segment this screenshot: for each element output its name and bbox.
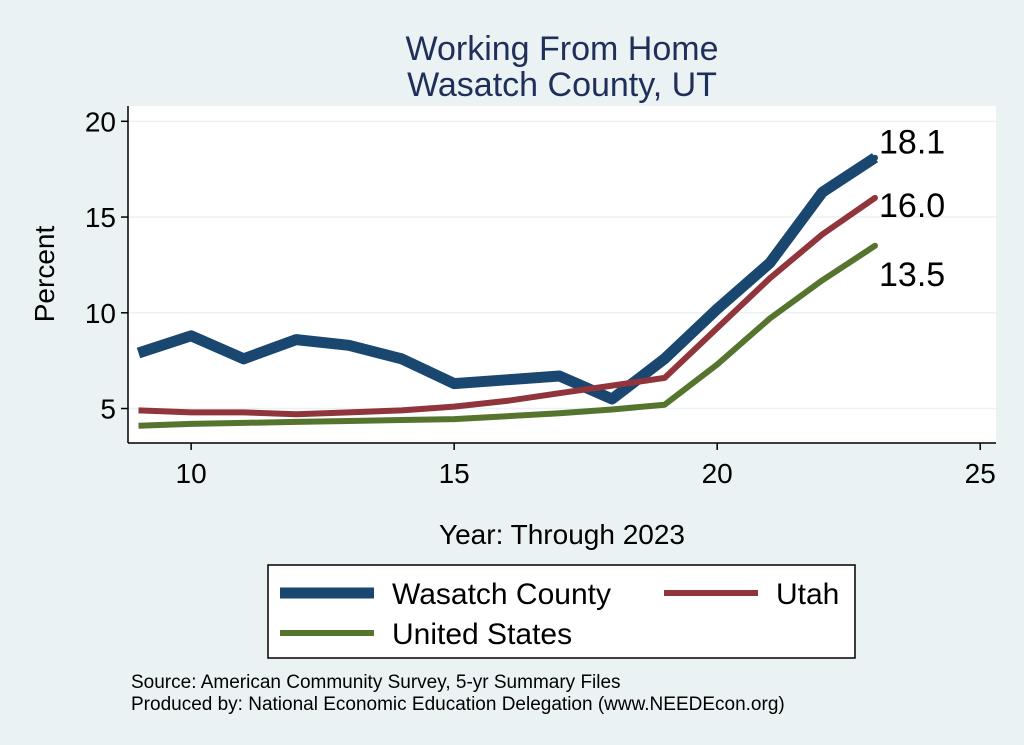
series-line-wasatch-county [136,153,879,405]
x-tick-label-10: 10 [176,458,207,489]
end-label-utah: 16.0 [879,187,945,225]
axes: 5 10 15 20 10 15 20 25 [85,106,996,489]
legend-label-utah: Utah [776,578,839,611]
x-axis-label: Year: Through 2023 [439,519,685,550]
y-tick-label-15: 15 [85,202,116,233]
x-tick-label-25: 25 [965,458,996,489]
series-line-united-states [138,243,877,429]
chart-title: Working From Home [406,30,719,68]
x-tick-label-15: 15 [439,458,470,489]
series-line-utah [138,195,877,418]
series-end-point-utah [872,194,879,201]
series-lines [136,153,879,429]
end-labels: 18.1 16.0 13.5 [879,124,945,294]
legend: Wasatch County Utah United States [267,564,856,659]
producer-note: Produced by: National Economic Education… [131,694,785,715]
x-tick-label-20: 20 [702,458,733,489]
end-label-united-states: 13.5 [879,256,945,294]
source-note: Source: American Community Survey, 5-yr … [131,672,621,693]
legend-label-wasatch-county: Wasatch County [392,578,611,611]
y-tick-label-10: 10 [85,298,116,329]
legend-box [267,564,856,659]
legend-label-united-states: United States [392,618,572,651]
chart-subtitle: Wasatch County, UT [407,66,717,104]
plot-area [128,106,996,443]
end-label-wasatch-county: 18.1 [879,124,945,162]
series-end-point-wasatch-county [872,154,879,161]
y-tick-label-20: 20 [85,106,116,137]
series-end-point-united-states [872,242,879,249]
y-tick-label-5: 5 [100,394,116,425]
y-axis-label: Percent [29,226,60,323]
